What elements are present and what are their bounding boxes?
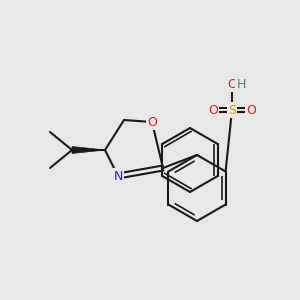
Text: S: S [228, 103, 236, 116]
Text: O: O [208, 103, 218, 116]
Text: N: N [113, 169, 123, 182]
Text: O: O [227, 77, 237, 91]
Text: O: O [147, 116, 157, 128]
Text: O: O [246, 103, 256, 116]
Polygon shape [72, 146, 105, 154]
Text: H: H [236, 77, 246, 91]
